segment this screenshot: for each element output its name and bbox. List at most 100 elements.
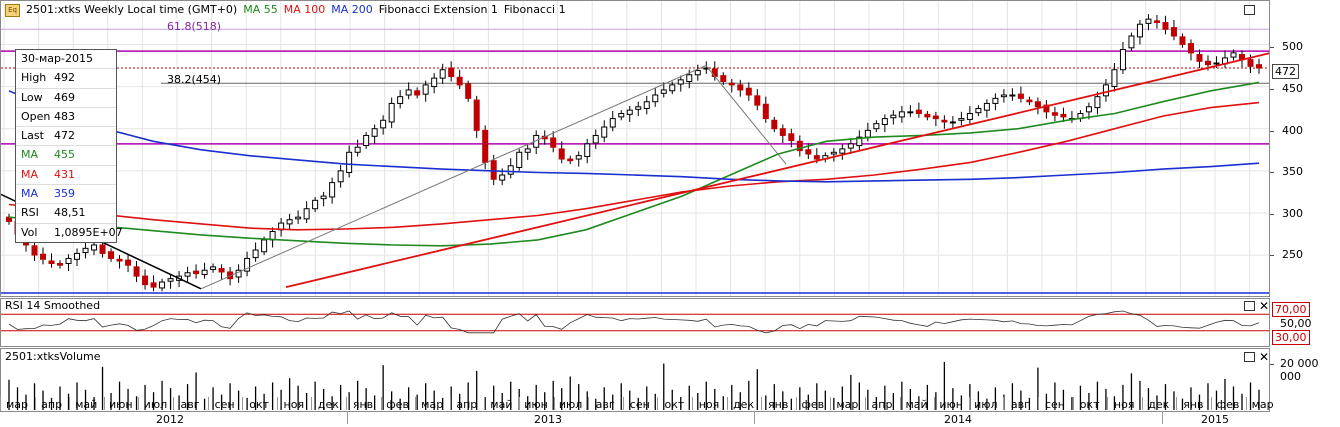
month-label: дек (1148, 398, 1170, 411)
month-separator (0, 397, 1, 410)
candle (82, 247, 89, 254)
close-icon[interactable]: ✕ (1259, 299, 1270, 313)
candle (303, 208, 310, 220)
time-axis[interactable]: мар апр май июн июл авг сен окт ноя дек янв фев мар а… (0, 397, 1274, 427)
candle (958, 118, 965, 121)
price-axis[interactable]: 500 450 400 350 300 250 472 (1270, 0, 1340, 297)
volume-axis: 20 000 000 (1270, 348, 1340, 412)
candle (499, 174, 506, 181)
month-label: янв (1183, 398, 1204, 411)
candle (847, 143, 854, 149)
tooltip-row: Open 483 (16, 106, 116, 126)
price-chart[interactable] (1, 1, 1269, 296)
month-separator (276, 397, 278, 410)
month-label: янв (352, 398, 374, 411)
fib-label-lower: 38.2(454) (167, 73, 222, 86)
legend-fibonacci[interactable]: Fibonacci 1 (503, 3, 566, 16)
candle (490, 160, 497, 180)
candle (456, 76, 463, 86)
candle (516, 151, 523, 168)
uptrend-line (285, 52, 1269, 288)
month-label: авг (595, 398, 615, 411)
rsi-panel[interactable]: RSI 14 Smoothed ✕ (0, 298, 1270, 347)
month-label: май (490, 398, 513, 411)
volume-chart[interactable] (1, 349, 1269, 411)
maximize-icon[interactable] (1244, 352, 1255, 362)
candle (558, 148, 565, 160)
candle (1119, 48, 1126, 71)
candle (397, 96, 404, 104)
candle (193, 270, 200, 275)
candle (159, 281, 166, 289)
tooltip-row: MA 359 (16, 184, 116, 203)
price-panel[interactable]: Eq 2501:xtks Weekly Local time (GMT+0) MA … (0, 0, 1270, 297)
month-label: окт (1079, 398, 1100, 411)
legend-ma55[interactable]: MA 55 (243, 3, 278, 16)
candle (584, 143, 591, 158)
month-separator (449, 397, 451, 410)
maximize-icon[interactable] (1244, 5, 1255, 15)
volume-panel[interactable]: 2501:xtksVolume ✕ (0, 348, 1270, 412)
year-separator (1162, 411, 1163, 424)
year-label: 2014 (944, 413, 972, 426)
candle (694, 70, 701, 76)
candle (1051, 112, 1058, 116)
month-label: июл (974, 398, 998, 411)
equity-icon[interactable]: Eq (5, 3, 20, 17)
month-label: дек (733, 398, 755, 411)
price-tick: 300 (1282, 207, 1303, 220)
legend-ma200[interactable]: MA 200 (331, 3, 373, 16)
month-label: янв (768, 398, 789, 411)
year-separator (754, 411, 755, 424)
candle (711, 68, 718, 77)
maximize-icon[interactable] (1244, 301, 1255, 311)
month-label: июн (939, 398, 963, 411)
candle (609, 118, 616, 128)
candle (966, 113, 973, 120)
legend-fib-extension[interactable]: Fibonacci Extension 1 (378, 3, 498, 16)
rsi-chart[interactable] (1, 299, 1269, 346)
candle (1043, 104, 1050, 113)
month-separator (934, 397, 936, 410)
candle (1026, 99, 1033, 103)
candle (40, 253, 47, 260)
year-label: 2013 (534, 413, 562, 426)
year-label: 2015 (1201, 413, 1229, 426)
candle (133, 266, 140, 277)
candle (1256, 64, 1262, 69)
month-separator (830, 397, 832, 410)
candle (524, 148, 531, 153)
month-separator (692, 397, 693, 410)
volume-title[interactable]: 2501:xtksVolume (5, 350, 101, 363)
candle (1128, 35, 1135, 49)
month-separator (726, 397, 728, 410)
rsi-line (8, 310, 1260, 334)
rsi-title[interactable]: RSI 14 Smoothed (5, 299, 101, 312)
tooltip-value: 492 (54, 71, 75, 85)
candle (286, 219, 293, 225)
tooltip-row: Last 472 (16, 126, 116, 145)
tooltip-value: 431 (54, 167, 75, 181)
month-separator (346, 397, 347, 410)
month-label: мар (5, 398, 29, 411)
month-separator (484, 397, 486, 410)
candle (1247, 59, 1254, 67)
candle (754, 95, 761, 106)
candle (465, 83, 472, 99)
candle (363, 134, 370, 147)
tooltip-label: Vol (21, 225, 38, 239)
ma55-line (8, 81, 1260, 247)
candle (31, 245, 38, 256)
rsi-level-70: 70,00 (1272, 302, 1310, 317)
tooltip-label: High (21, 71, 47, 85)
candle (941, 119, 948, 123)
candle (252, 249, 259, 259)
month-separator (1003, 397, 1005, 410)
month-label: ноя (698, 398, 720, 411)
close-icon[interactable]: ✕ (1259, 350, 1270, 364)
candle (660, 89, 667, 94)
symbol-title[interactable]: 2501:xtks Weekly Local time (GMT+0) (26, 3, 238, 16)
candle (949, 121, 956, 124)
legend-ma100[interactable]: MA 100 (283, 3, 326, 16)
candle (1034, 101, 1041, 108)
